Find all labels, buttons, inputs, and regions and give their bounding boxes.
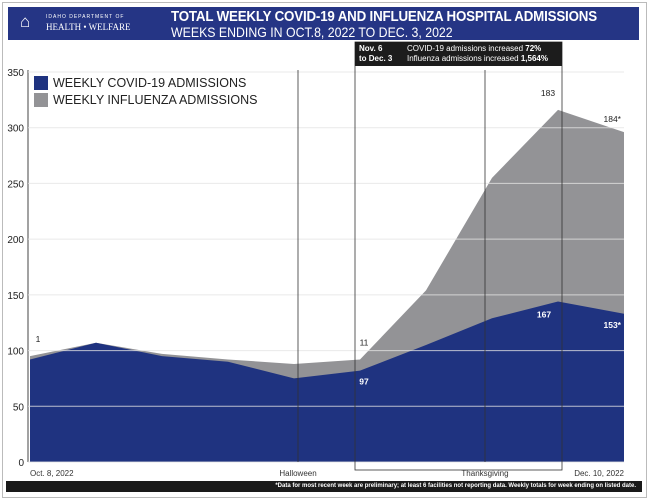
legend-item-covid: WEEKLY COVID-19 ADMISSIONS [34, 74, 257, 91]
y-tick-label: 350 [7, 68, 24, 79]
x-label: Oct. 8, 2022 [30, 469, 74, 478]
y-tick-label: 0 [18, 458, 24, 469]
legend: WEEKLY COVID-19 ADMISSIONS WEEKLY INFLUE… [34, 74, 257, 108]
x-label: Halloween [279, 469, 316, 478]
header-banner: ⌂ IDAHO DEPARTMENT OF HEALTH • WELFARE T… [8, 7, 639, 40]
idhw-logo: ⌂ IDAHO DEPARTMENT OF HEALTH • WELFARE [18, 12, 138, 36]
legend-label-influenza: WEEKLY INFLUENZA ADMISSIONS [53, 92, 258, 107]
note-covid-pct: 72% [525, 44, 542, 53]
note-flu-text: Influenza admissions increased [407, 54, 521, 63]
logo-big-text: HEALTH • WELFARE [46, 22, 131, 32]
data-label-influenza: 183 [541, 88, 555, 98]
chart-title: TOTAL WEEKLY COVID-19 AND INFLUENZA HOSP… [171, 9, 597, 25]
note-covid-text: COVID-19 admissions increased [407, 44, 526, 53]
y-tick-label: 100 [7, 347, 24, 358]
data-label-covid: 153* [604, 320, 622, 330]
y-tick-label: 250 [7, 179, 24, 190]
y-tick-label: 300 [7, 124, 24, 135]
note-period: Nov. 6 to Dec. 3 [359, 44, 392, 64]
logo-small-text: IDAHO DEPARTMENT OF [46, 14, 125, 20]
legend-label-covid: WEEKLY COVID-19 ADMISSIONS [53, 75, 247, 90]
data-label-covid: 167 [537, 310, 551, 320]
covid-area [30, 301, 624, 462]
note-stats: COVID-19 admissions increased 72% Influe… [407, 44, 548, 64]
footnote-text: *Data for most recent week are prelimina… [275, 483, 636, 489]
data-label-influenza: 184* [604, 114, 622, 124]
y-tick-label: 150 [7, 291, 24, 302]
data-label-covid: 97 [359, 377, 369, 387]
data-label-influenza: 1 [36, 334, 41, 344]
chart-subtitle: WEEKS ENDING IN OCT.8, 2022 TO DEC. 3, 2… [171, 24, 453, 40]
y-tick-label: 50 [13, 402, 25, 413]
data-label-influenza: 11 [360, 337, 369, 347]
footnote-bar: *Data for most recent week are prelimina… [6, 481, 642, 492]
note-period-line1: Nov. 6 [359, 44, 383, 53]
legend-swatch-covid [34, 75, 48, 90]
period-note: Nov. 6 to Dec. 3 COVID-19 admissions incr… [355, 42, 562, 66]
legend-swatch-influenza [34, 92, 48, 107]
y-tick-label: 200 [7, 235, 24, 246]
x-label: Dec. 10, 2022 [574, 469, 624, 478]
x-label: Thanksgiving [461, 469, 508, 478]
family-house-icon: ⌂ [20, 12, 31, 31]
note-period-line2: to Dec. 3 [359, 54, 393, 63]
legend-item-influenza: WEEKLY INFLUENZA ADMISSIONS [34, 91, 257, 108]
note-flu-pct: 1,564% [520, 54, 548, 63]
